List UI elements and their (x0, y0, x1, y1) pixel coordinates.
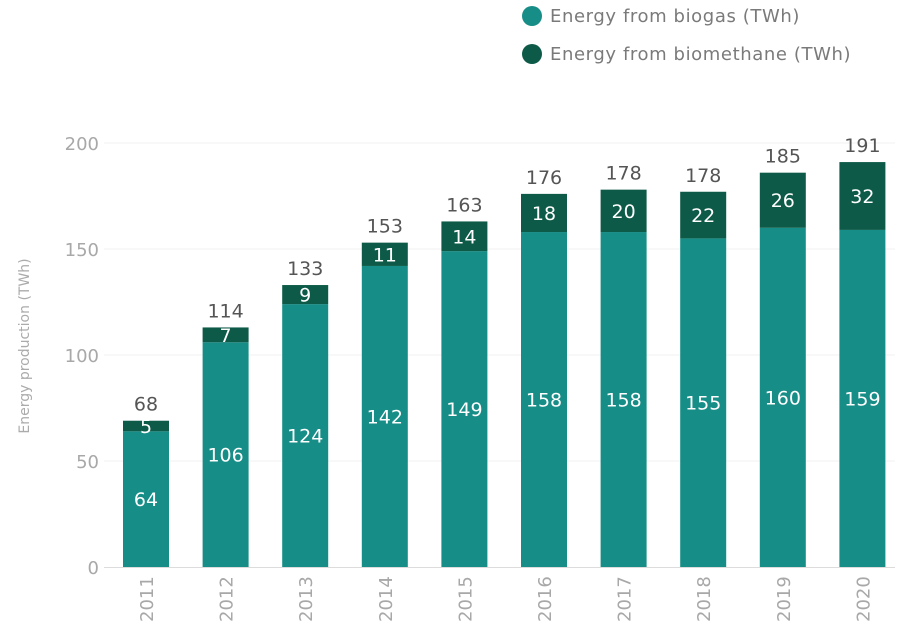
legend-item-biogas: Energy from biogas (TWh) (522, 4, 851, 28)
x-tick-label: 2011 (137, 576, 158, 622)
y-tick-label: 200 (65, 134, 99, 155)
data-label-biomethane: 5 (140, 416, 152, 438)
y-tick-label: 50 (76, 452, 99, 473)
legend-swatch-biomethane (522, 44, 542, 64)
data-label-biomethane: 11 (373, 244, 397, 266)
data-label-biogas: 155 (685, 393, 721, 415)
bar-biogas (680, 238, 727, 567)
data-label-total: 176 (526, 167, 562, 189)
bar-biomethane (123, 420, 169, 432)
legend-swatch-biogas (522, 6, 542, 26)
bar-biogas (361, 265, 408, 567)
data-label-total: 133 (287, 258, 323, 280)
bar-biogas (123, 431, 169, 567)
bar-biomethane (839, 162, 886, 230)
data-label-biomethane: 18 (532, 203, 556, 225)
y-tick-label: 100 (65, 346, 99, 367)
x-tick-label: 2016 (535, 576, 556, 622)
bar-biogas (521, 232, 567, 568)
x-tick-label: 2018 (694, 576, 715, 622)
data-label-biomethane: 14 (452, 226, 476, 248)
bar-series: 64 568 106 7 114 124 9 133 142 11 153 149 14 163 158 18… (123, 135, 886, 568)
legend-item-biomethane: Energy from biomethane (TWh) (522, 42, 851, 66)
data-label-total: 178 (605, 163, 641, 185)
bar-biomethane (441, 221, 488, 252)
x-axis-ticks: 2011 2012 2013 2014 2015 2016 2017 2018 2019 2020 (137, 576, 874, 622)
x-tick-label: 2020 (853, 576, 874, 622)
bar-biogas (839, 229, 886, 568)
data-label-biogas: 158 (605, 390, 641, 412)
bar-biogas (759, 227, 806, 568)
y-axis-ticks: 0 50 100 150 200 (65, 134, 99, 579)
bar-biomethane (680, 191, 727, 239)
data-label-biogas: 106 (207, 445, 243, 467)
bar-biomethane (282, 285, 329, 305)
data-label-biogas: 142 (367, 406, 403, 428)
data-label-total: 185 (765, 146, 801, 168)
data-label-biogas: 64 (134, 489, 158, 511)
bar-biomethane (759, 172, 806, 228)
y-tick-label: 150 (65, 240, 99, 261)
data-label-biomethane: 32 (850, 186, 874, 208)
data-label-biomethane: 9 (299, 285, 311, 307)
bar-biomethane (361, 242, 408, 266)
legend: Energy from biogas (TWh) Energy from bio… (522, 4, 851, 80)
x-tick-label: 2012 (217, 576, 238, 622)
bar-biomethane (202, 327, 249, 343)
data-label-biomethane: 20 (612, 201, 636, 223)
data-label-total: 178 (685, 165, 721, 187)
data-label-biogas: 158 (526, 390, 562, 412)
x-tick-label: 2015 (455, 576, 476, 622)
legend-label-biogas: Energy from biogas (TWh) (550, 5, 800, 27)
y-axis-label: Energy production (TWh) (17, 258, 33, 433)
data-label-total: 153 (367, 216, 403, 238)
x-tick-label: 2017 (615, 576, 636, 622)
data-label-total: 114 (207, 300, 243, 322)
data-label-biomethane: 7 (220, 325, 232, 347)
y-tick-label: 0 (88, 558, 99, 579)
x-tick-label: 2019 (774, 576, 795, 622)
x-tick-label: 2013 (296, 576, 317, 622)
data-label-biogas: 159 (844, 388, 880, 410)
bar-biogas (441, 251, 488, 567)
data-label-biomethane: 26 (771, 190, 795, 212)
bar-biogas (282, 304, 329, 567)
data-label-total: 163 (446, 194, 482, 216)
data-label-total: 68 (134, 394, 158, 416)
data-label-biogas: 124 (287, 426, 323, 448)
bar-biogas (600, 232, 647, 568)
legend-label-biomethane: Energy from biomethane (TWh) (550, 43, 852, 65)
data-label-biogas: 160 (765, 387, 801, 409)
x-tick-label: 2014 (376, 576, 397, 622)
bar-biomethane (600, 189, 647, 233)
data-label-biogas: 149 (446, 399, 482, 421)
bar-biogas (202, 342, 249, 567)
data-label-biomethane: 22 (691, 205, 715, 227)
bar-biomethane (521, 193, 567, 233)
data-label-total: 191 (844, 135, 880, 157)
